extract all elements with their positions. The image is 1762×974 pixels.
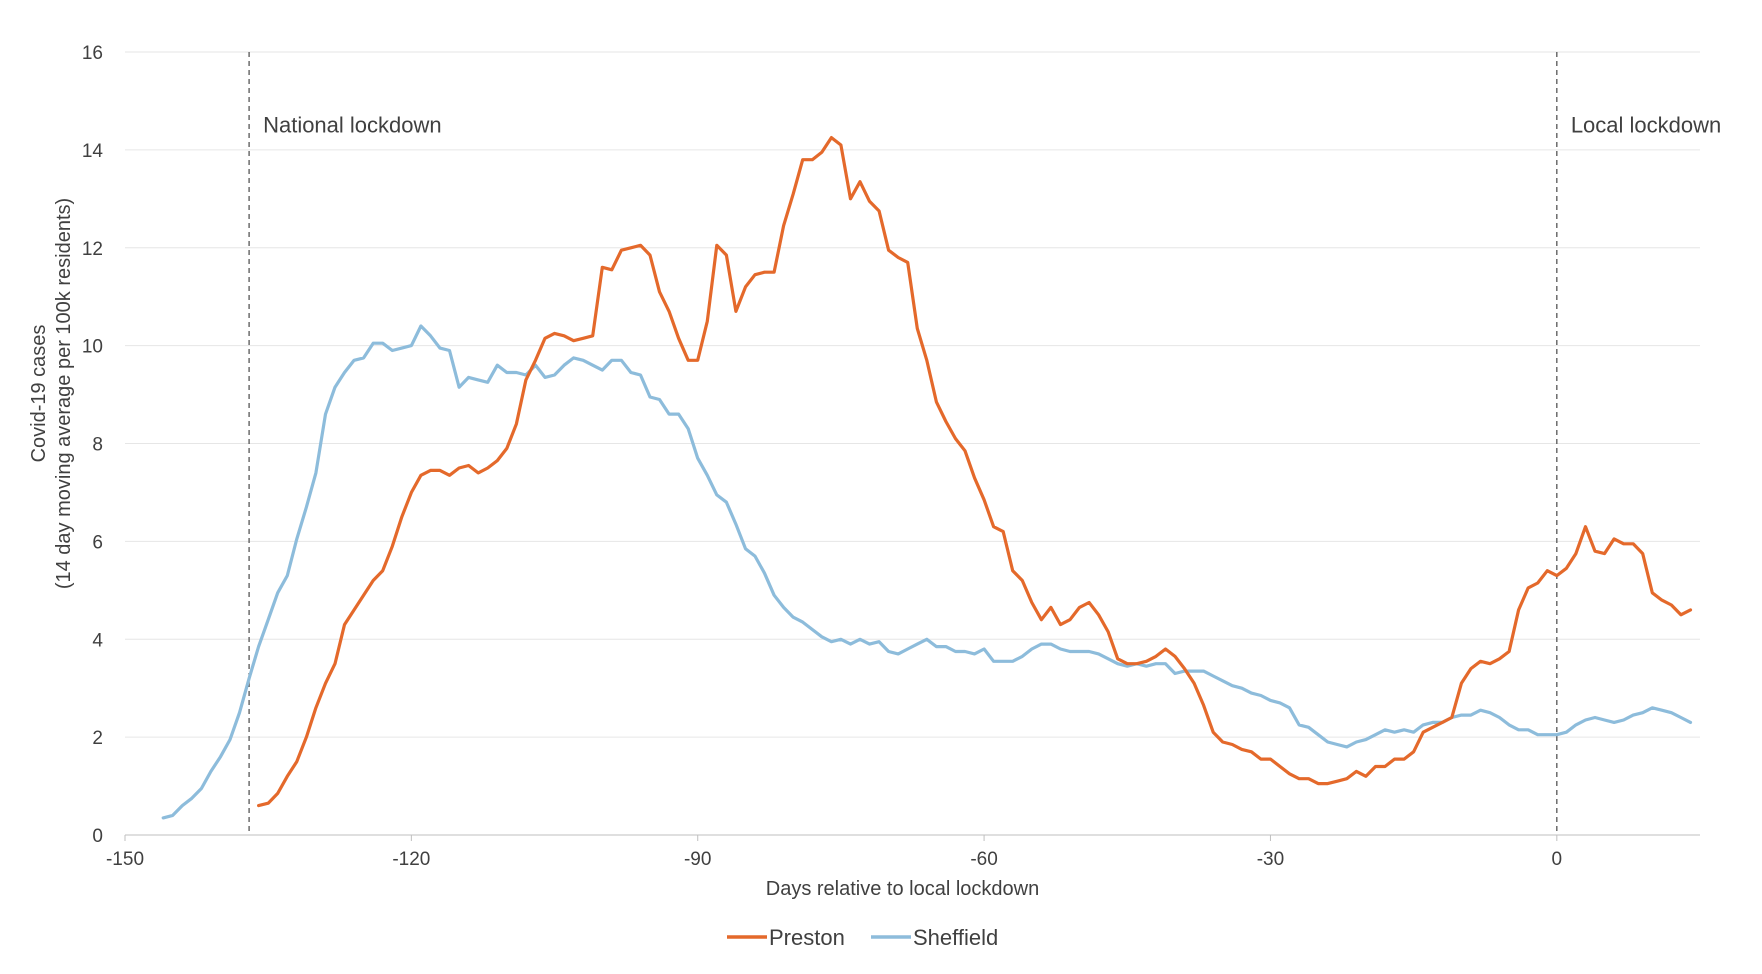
series-line-sheffield <box>161 324 1693 820</box>
axes: 0 2 4 6 8 10 12 14 16 -150 -120 -90 -60 -30 0 <box>82 43 1700 870</box>
x-tick-label: -150 <box>106 849 144 870</box>
gridlines <box>125 51 1700 738</box>
y-tick-label: 2 <box>92 728 103 749</box>
y-axis-title: Covid-19 cases (14 day moving average pe… <box>28 198 75 589</box>
y-axis-title-line-1: Covid-19 cases <box>28 325 50 463</box>
x-tick-label: -90 <box>684 849 711 870</box>
local-lockdown-label: Local lockdown <box>1571 112 1721 137</box>
x-tick-label: -30 <box>1257 849 1284 870</box>
x-tick-label: 0 <box>1552 849 1563 870</box>
y-tick-label: 12 <box>82 239 103 260</box>
y-tick-label: 4 <box>92 630 103 651</box>
legend: Preston Sheffield <box>727 925 998 950</box>
legend-label-preston: Preston <box>769 925 845 950</box>
series-lines <box>161 136 1693 820</box>
y-tick-label: 16 <box>82 43 103 64</box>
y-tick-label: 6 <box>92 532 103 553</box>
x-tick-label: -60 <box>970 849 997 870</box>
y-tick-label: 8 <box>92 435 103 456</box>
series-line-preston <box>257 136 1693 808</box>
y-tick-label: 10 <box>82 337 103 358</box>
y-axis-title-line-2: (14 day moving average per 100k resident… <box>53 198 75 589</box>
annotations: National lockdown Local lockdown <box>248 52 1721 835</box>
national-lockdown-label: National lockdown <box>263 112 442 137</box>
x-tick-label: -120 <box>392 849 430 870</box>
x-axis-title: Days relative to local lockdown <box>766 878 1039 900</box>
y-tick-label: 14 <box>82 141 104 162</box>
y-tick-label: 0 <box>92 826 103 847</box>
legend-label-sheffield: Sheffield <box>913 925 998 950</box>
